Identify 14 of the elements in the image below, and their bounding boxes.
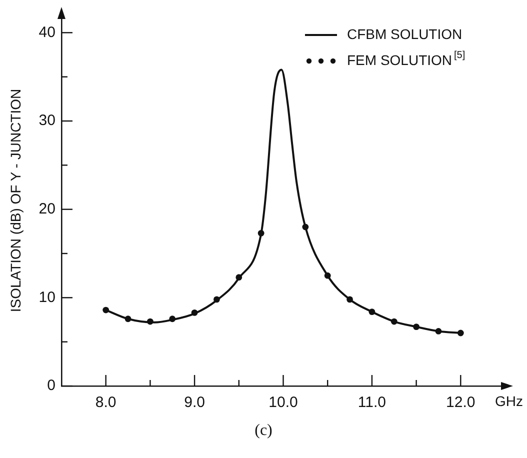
text: (c): [254, 422, 274, 440]
x-tick-label: 9.0: [184, 394, 205, 412]
x-tick-label: 11.0: [358, 394, 386, 412]
y-tick-label: 20: [38, 200, 56, 218]
y-tick-label: 30: [38, 112, 56, 130]
y-axis-title: ISOLATION (dB) OF Y - JUNCTION: [7, 88, 24, 312]
y-tick-label: 10: [38, 288, 56, 306]
y-tick-label: 0: [47, 377, 56, 394]
x-tick-label: 10.0: [268, 394, 298, 412]
x-tick-label: 12.0: [446, 394, 476, 412]
y-tick-label: 40: [38, 24, 56, 41]
legend-label: CFBM SOLUTION: [347, 26, 462, 42]
x-axis-title: GHz: [495, 392, 523, 409]
x-tick-label: 8.0: [95, 394, 116, 412]
